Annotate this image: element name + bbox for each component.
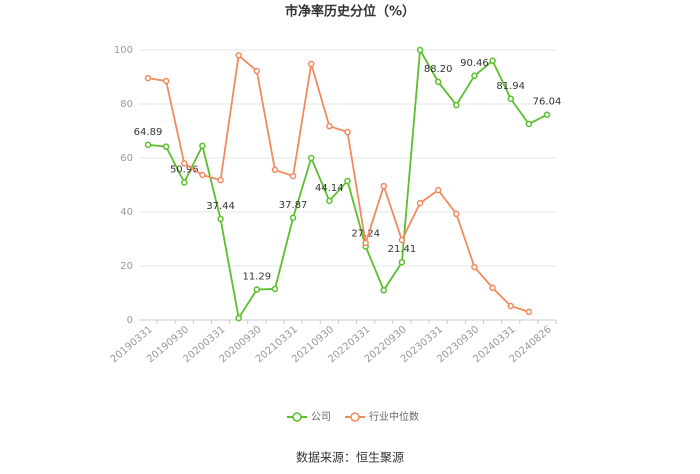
point — [453, 210, 460, 218]
y-tick-label: 40 — [120, 207, 133, 218]
point — [307, 60, 315, 68]
point — [181, 160, 188, 167]
point — [271, 285, 279, 293]
data-label: 21.41 — [388, 244, 417, 255]
point — [398, 236, 406, 244]
chart-title: 市净率历史分位（%） — [285, 4, 415, 20]
y-tick-label: 0 — [127, 315, 133, 326]
legend-marker — [292, 412, 302, 422]
point — [289, 172, 297, 180]
point — [162, 77, 170, 85]
y-tick-label: 80 — [120, 99, 133, 110]
point — [507, 302, 514, 310]
data-label: 37.44 — [206, 201, 235, 212]
point — [344, 128, 351, 136]
point — [162, 143, 170, 150]
point — [434, 186, 442, 194]
point — [507, 95, 514, 103]
data-label: 11.29 — [242, 272, 271, 283]
data-label: 44.14 — [315, 183, 344, 194]
point — [289, 214, 297, 222]
source-note: 数据来源：恒生聚源 — [296, 450, 404, 465]
point — [253, 286, 261, 293]
legend-item: 行业中位数 — [345, 410, 419, 423]
y-tick-label: 100 — [114, 45, 133, 56]
point — [144, 74, 152, 82]
point — [380, 287, 388, 294]
data-label: 76.04 — [533, 97, 562, 108]
point — [398, 258, 406, 266]
point — [416, 46, 424, 54]
point — [434, 78, 442, 86]
point — [326, 197, 333, 205]
data-label: 88.20 — [424, 64, 453, 75]
y-tick-label: 20 — [120, 261, 133, 272]
data-label: 90.46 — [460, 58, 489, 69]
legend-item: 公司 — [287, 412, 331, 423]
point — [525, 120, 533, 128]
legend-marker — [350, 412, 360, 422]
point — [326, 122, 333, 130]
point — [453, 101, 460, 109]
point — [235, 314, 242, 322]
y-tick-label: 60 — [120, 153, 133, 164]
point — [543, 111, 551, 118]
point — [271, 166, 279, 174]
legend-label: 行业中位数 — [369, 410, 419, 423]
point — [144, 141, 152, 149]
data-label: 81.94 — [496, 81, 525, 92]
point — [416, 199, 424, 207]
point — [181, 179, 188, 186]
point — [471, 263, 478, 271]
point — [217, 176, 224, 184]
data-label: 50.96 — [170, 164, 199, 175]
data-label: 37.87 — [279, 200, 308, 211]
point — [525, 308, 533, 316]
point — [362, 239, 369, 247]
data-label: 64.89 — [134, 127, 163, 138]
point — [380, 182, 388, 190]
point — [471, 72, 478, 80]
point — [489, 284, 496, 292]
legend-label: 公司 — [311, 412, 331, 423]
point — [253, 67, 261, 75]
point — [344, 177, 351, 185]
point — [217, 215, 224, 223]
series-line — [147, 53, 530, 313]
point — [199, 171, 206, 179]
point — [307, 154, 315, 162]
point — [235, 52, 242, 59]
point — [199, 142, 206, 150]
data-label: 27.24 — [351, 228, 380, 239]
point — [489, 57, 496, 65]
